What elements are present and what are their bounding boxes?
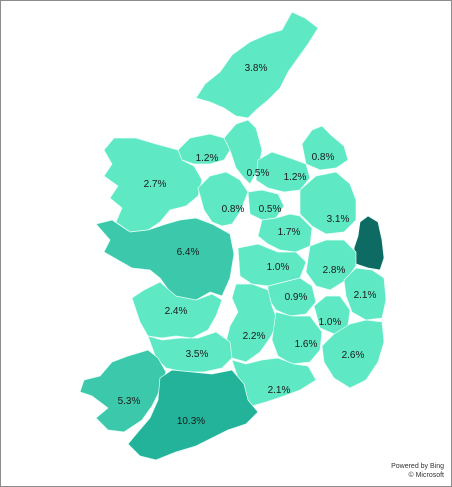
county-limerick bbox=[147, 331, 233, 373]
label-roscommon: 0.8% bbox=[222, 204, 245, 215]
county-dublin bbox=[353, 215, 385, 271]
label-leitrim: 0.5% bbox=[247, 168, 270, 179]
label-tipperary: 2.2% bbox=[243, 331, 266, 342]
label-westmeath: 1.7% bbox=[278, 227, 301, 238]
county-tipperary bbox=[225, 283, 279, 363]
label-clare: 2.4% bbox=[165, 306, 188, 317]
label-kildare: 2.8% bbox=[323, 265, 346, 276]
label-carlow: 1.0% bbox=[319, 317, 342, 328]
county-donegal bbox=[195, 11, 319, 119]
microsoft-copyright: © Microsoft bbox=[408, 472, 445, 479]
county-roscommon bbox=[197, 171, 249, 227]
county-sligo bbox=[177, 133, 231, 165]
county-mayo bbox=[103, 137, 203, 233]
label-kilkenny: 1.6% bbox=[295, 339, 318, 350]
label-cavan: 1.2% bbox=[284, 172, 307, 183]
county-clare bbox=[131, 281, 223, 339]
powered-by-bing: Powered by Bing bbox=[391, 463, 444, 470]
county-wexford bbox=[321, 319, 385, 389]
map-attribution: Powered by Bing © Microsoft bbox=[391, 462, 444, 480]
county-cork bbox=[127, 369, 259, 461]
label-limerick: 3.5% bbox=[186, 349, 209, 360]
county-laois bbox=[267, 277, 317, 317]
label-mayo: 2.7% bbox=[144, 179, 167, 190]
label-offaly: 1.0% bbox=[267, 262, 290, 273]
label-waterford: 2.1% bbox=[268, 385, 291, 396]
county-wicklow bbox=[343, 267, 387, 321]
county-galway bbox=[95, 217, 235, 305]
county-cavan bbox=[255, 151, 311, 193]
label-wexford: 2.6% bbox=[342, 350, 365, 361]
county-longford bbox=[247, 189, 285, 221]
county-meath bbox=[299, 171, 357, 235]
county-kilkenny bbox=[271, 311, 323, 365]
label-longford: 0.5% bbox=[259, 204, 282, 215]
label-laois: 0.9% bbox=[285, 292, 308, 303]
label-cork: 10.3% bbox=[177, 416, 205, 427]
label-galway: 6.4% bbox=[177, 247, 200, 258]
label-wicklow: 2.1% bbox=[354, 290, 377, 301]
label-donegal: 3.8% bbox=[245, 63, 268, 74]
county-carlow bbox=[313, 295, 351, 335]
label-meath: 3.1% bbox=[327, 214, 350, 225]
label-sligo: 1.2% bbox=[196, 153, 219, 164]
county-kerry bbox=[79, 349, 167, 433]
label-monaghan: 0.8% bbox=[312, 152, 335, 163]
label-kerry: 5.3% bbox=[118, 396, 141, 407]
county-monaghan bbox=[301, 125, 349, 171]
